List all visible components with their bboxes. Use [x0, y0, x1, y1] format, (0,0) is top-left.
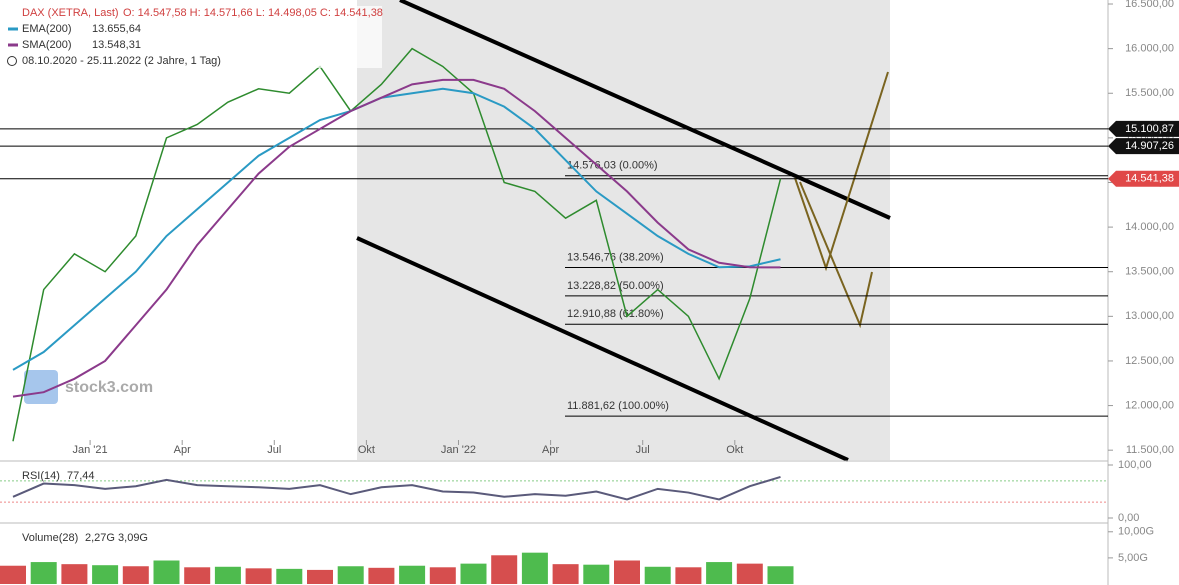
- y-tick-label: 14.000,00: [1125, 221, 1174, 233]
- rsi-line: [12, 475, 781, 501]
- level-tag: [1108, 170, 1179, 187]
- level-tag: [1108, 138, 1179, 155]
- fib-label: 14.576,03 (0.00%): [567, 160, 658, 172]
- volume-bar: [214, 566, 241, 584]
- volume-bar: [0, 565, 26, 584]
- volume-bar: [368, 567, 395, 584]
- x-tick-label: Jan '22: [441, 444, 476, 456]
- volume-bar: [552, 564, 579, 584]
- y-tick-label: 16.500,00: [1125, 0, 1174, 10]
- channel-upper: [399, 0, 891, 220]
- fib-label: 12.910,88 (61.80%): [567, 308, 664, 320]
- projection-b: [799, 181, 873, 329]
- y-tick-label: 13.000,00: [1125, 310, 1174, 322]
- x-tick-label: Jan '21: [73, 444, 108, 456]
- volume-bar: [153, 560, 180, 584]
- volume-bar: [767, 566, 794, 584]
- x-tick-label: Okt: [358, 444, 375, 456]
- volume-bar: [521, 552, 548, 584]
- legend-sma: SMA(200): [22, 39, 72, 51]
- volume-bar: [61, 564, 88, 584]
- volume-values: 2,27G 3,09G: [85, 532, 148, 544]
- level-label: 14.541,38: [1125, 173, 1174, 185]
- legend-ema-value: 13.655,64: [92, 23, 141, 35]
- y-tick-label: 12.500,00: [1125, 355, 1174, 367]
- volume-bar: [122, 566, 149, 584]
- fib-label: 11.881,62 (100.00%): [567, 400, 669, 412]
- fib-label: 13.228,82 (50.00%): [567, 280, 664, 292]
- legend-title: DAX (XETRA, Last): [22, 7, 119, 19]
- volume-title: Volume(28): [22, 532, 78, 544]
- fib-label: 13.546,76 (38.20%): [567, 251, 664, 263]
- y-tick-label: 10,00G: [1118, 526, 1154, 538]
- x-tick-label: Apr: [542, 444, 559, 456]
- level-label: 14.907,26: [1125, 140, 1174, 152]
- clock-icon: [7, 56, 17, 66]
- legend-bg: [2, 6, 382, 68]
- volume-bar: [460, 563, 487, 584]
- price-line: [12, 47, 782, 442]
- x-tick-label: Apr: [174, 444, 191, 456]
- volume-bar: [337, 566, 364, 584]
- volume-bar: [30, 562, 57, 584]
- level-tag: [1108, 120, 1179, 137]
- y-tick-label: 11.500,00: [1126, 444, 1174, 456]
- level-label: 15.100,87: [1125, 123, 1174, 135]
- legend-sma-value: 13.548,31: [92, 39, 141, 51]
- volume-bar: [245, 568, 272, 584]
- price-line: [12, 78, 781, 398]
- rsi-value: 77,44: [67, 470, 95, 482]
- x-tick-label: Jul: [636, 444, 650, 456]
- x-tick-label: Jul: [267, 444, 281, 456]
- volume-bar: [399, 565, 426, 584]
- y-tick-label: 100,00: [1118, 459, 1152, 471]
- volume-bar: [644, 566, 671, 584]
- price-line: [12, 87, 781, 371]
- legend-ohlc: O: 14.547,58 H: 14.571,66 L: 14.498,05 C…: [123, 7, 383, 19]
- x-tick-label: Okt: [726, 444, 743, 456]
- legend-ema: EMA(200): [22, 23, 72, 35]
- date-range: 08.10.2020 - 25.11.2022 (2 Jahre, 1 Tag): [22, 55, 221, 67]
- y-tick-label: 0,00: [1118, 512, 1139, 524]
- volume-bar: [736, 563, 763, 584]
- channel-area: [357, 0, 890, 460]
- volume-bar: [706, 562, 733, 584]
- volume-bar: [429, 567, 456, 584]
- volume-bar: [675, 567, 702, 584]
- volume-bar: [184, 567, 211, 584]
- channel-lower: [356, 236, 849, 462]
- volume-bar: [307, 569, 333, 584]
- volume-bar: [583, 564, 610, 584]
- volume-bar: [491, 555, 518, 584]
- y-tick-label: 15.500,00: [1125, 87, 1174, 99]
- y-tick-label: 12.000,00: [1125, 399, 1174, 411]
- y-tick-label: 16.000,00: [1125, 43, 1174, 55]
- y-tick-label: 13.500,00: [1125, 266, 1174, 278]
- volume-bar: [614, 560, 640, 584]
- watermark: stock3.com: [65, 379, 153, 396]
- volume-bar: [92, 565, 119, 584]
- logo: [24, 370, 58, 404]
- rsi-title: RSI(14): [22, 470, 60, 482]
- volume-bar: [276, 568, 303, 584]
- y-tick-label: 5,00G: [1118, 552, 1148, 564]
